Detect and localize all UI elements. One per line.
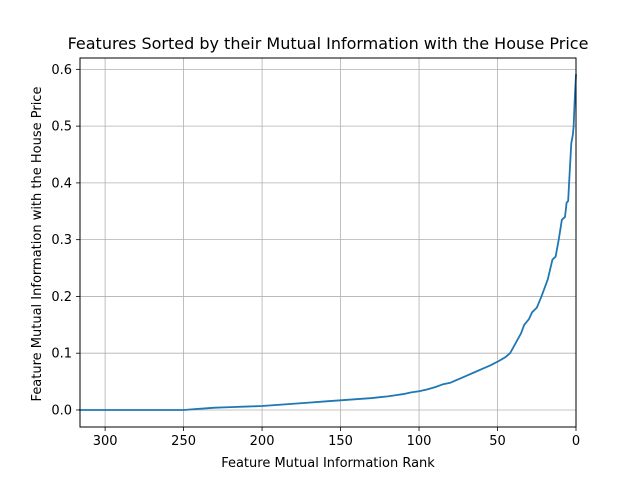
y-axis-ticks: 0.0 0.1 0.2 0.3 0.4 0.5 0.6 [51,63,80,418]
y-tick-label: 0.1 [51,347,72,362]
y-tick-label: 0.0 [51,403,72,418]
series-layer [79,74,577,411]
y-tick-label: 0.5 [51,120,72,135]
plot-frame [79,57,577,428]
x-tick-label: 250 [171,434,196,449]
x-tick-label: 100 [407,434,432,449]
y-tick-label: 0.4 [51,176,72,191]
x-axis-ticks: 300 250 200 150 100 50 0 [93,427,580,449]
y-tick-label: 0.3 [51,233,72,248]
x-tick-label: 0 [572,434,580,449]
y-axis-label: Feature Mutual Information with the Hous… [30,87,45,402]
x-tick-label: 300 [93,434,118,449]
y-tick-label: 0.2 [51,290,72,305]
chart-title: Features Sorted by their Mutual Informat… [68,34,589,53]
x-tick-label: 50 [489,434,506,449]
x-tick-label: 150 [328,434,353,449]
x-axis-label: Feature Mutual Information Rank [221,456,435,471]
series-line-1 [79,74,577,411]
x-tick-label: 200 [250,434,275,449]
y-tick-label: 0.6 [51,63,72,78]
